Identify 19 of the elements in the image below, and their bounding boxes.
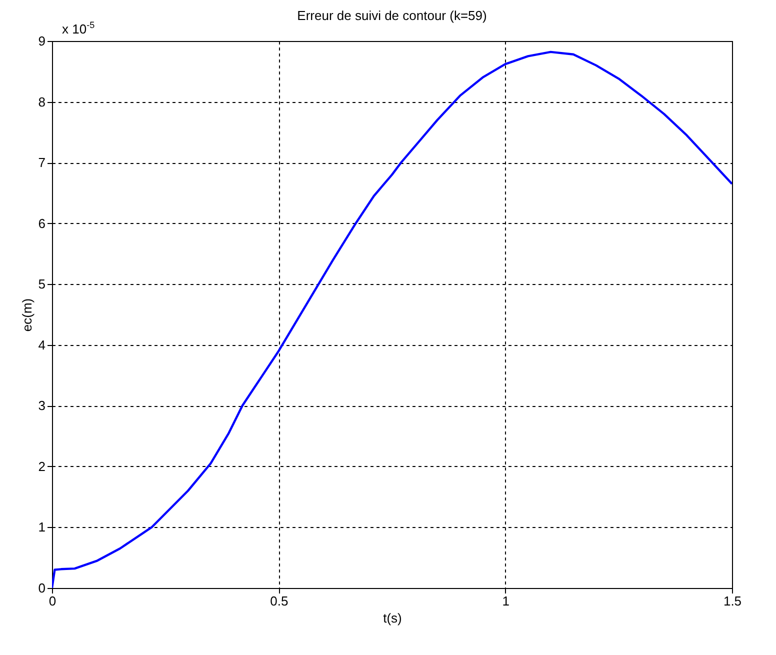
axis-multiplier-label: x 10$^{-5}$ — [62, 20, 95, 36]
x-tick-label: 0 — [48, 594, 56, 608]
x-axis-title: t(s) — [383, 610, 402, 626]
chart-title: Erreur de suivi de contour (k=59) — [297, 8, 487, 23]
y-tick-label: 2 — [38, 458, 46, 474]
x-tick-label: 1.5 — [723, 594, 742, 608]
y-tick-label: 7 — [38, 155, 46, 170]
x-tick-label: 1 — [502, 594, 510, 608]
y-tick-label: 0 — [38, 580, 46, 596]
y-tick-label: 9 — [38, 34, 46, 48]
y-tick-label: 1 — [38, 520, 46, 535]
y-axis-title: ec(m) — [19, 298, 34, 332]
line-series — [52, 50, 732, 588]
y-tick-label: 6 — [38, 216, 46, 231]
x-tick-label: 0.5 — [270, 594, 288, 608]
y-tick-label: 8 — [38, 94, 46, 110]
y-tick-label: 5 — [38, 276, 46, 292]
y-tick-label: 3 — [38, 398, 46, 414]
y-tick-label: 4 — [38, 337, 46, 352]
